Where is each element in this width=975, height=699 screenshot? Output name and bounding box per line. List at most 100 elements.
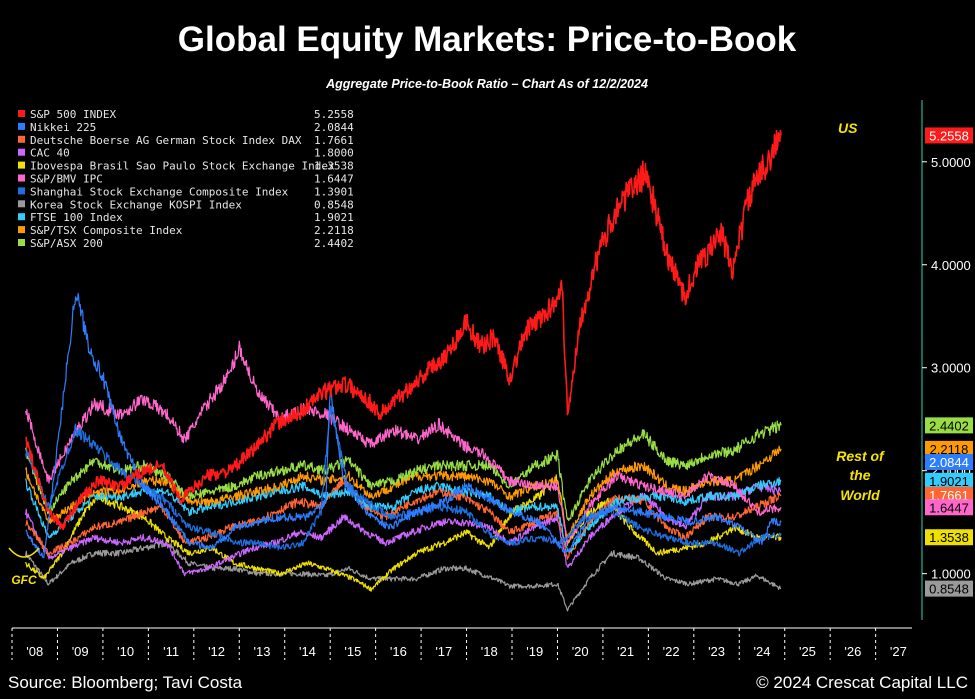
legend-series-name: CAC 40 (30, 147, 70, 160)
value-tag-label: 0.8548 (929, 582, 969, 597)
x-tick-label: '22 (663, 644, 680, 659)
legend-series-value: 2.2118 (314, 224, 354, 237)
chart-subtitle: Aggregate Price-to-Book Ratio – Chart As… (325, 77, 648, 91)
legend-swatch (18, 148, 25, 156)
legend-series-name: S&P 500 INDEX (30, 108, 116, 121)
value-tag-box (925, 499, 973, 516)
legend-series-value: 1.9021 (314, 211, 354, 224)
legend-series-name: Ibovespa Brasil Sao Paulo Stock Exchange… (30, 160, 335, 173)
x-tick-label: '13 (254, 644, 271, 659)
y-tick-label: 5.0000 (931, 155, 971, 170)
x-tick-label: '21 (617, 644, 634, 659)
x-tick-label: '17 (435, 644, 452, 659)
series-line (25, 482, 782, 577)
legend-series-value: 5.2558 (314, 108, 354, 121)
series-lines (24, 129, 782, 612)
legend-box (12, 107, 362, 262)
annotation-rest-line2: the (850, 467, 871, 483)
y-tick-label: 3.0000 (931, 361, 971, 376)
value-tag-box (925, 417, 973, 434)
x-tick-label: '23 (708, 644, 725, 659)
legend-series-value: 2.0844 (314, 121, 354, 134)
legend-series-value: 1.7661 (314, 134, 354, 147)
value-tag-label: 1.6447 (929, 500, 969, 515)
x-tick-label: '24 (754, 644, 771, 659)
x-tick-dividers (11, 628, 877, 660)
legend-series-value: 1.6447 (314, 173, 354, 186)
legend: S&P 500 INDEX 5.2558 Nikkei 225 2.0844 Deuts… (12, 107, 362, 262)
legend-swatch (18, 226, 25, 234)
value-tag-label: 1.3538 (929, 530, 969, 545)
x-tick-label: '27 (890, 644, 907, 659)
series-line (25, 474, 782, 592)
source-note: Source: Bloomberg; Tavi Costa (8, 673, 243, 692)
legend-series-value: 2.4402 (314, 237, 354, 250)
legend-series-name: Korea Stock Exchange KOSPI Index (30, 198, 242, 211)
y-tick-label: 4.0000 (931, 258, 971, 273)
value-tag-label: 5.2558 (929, 128, 969, 143)
annotation-rest-line3: World (840, 487, 880, 503)
x-tick-label: '10 (117, 644, 134, 659)
legend-swatch (18, 187, 25, 195)
legend-series-name: Shanghai Stock Exchange Composite Index (30, 185, 289, 198)
legend-series-name: S&P/BMV IPC (30, 173, 103, 186)
annotation-gfc: GFC (11, 573, 37, 587)
x-tick-label: '19 (526, 644, 543, 659)
series-line (25, 292, 782, 559)
legend-swatch (18, 122, 25, 130)
value-tag-box (925, 486, 973, 503)
legend-swatch (18, 200, 25, 208)
legend-series-name: S&P/TSX Composite Index (30, 224, 183, 237)
legend-series-value: 0.8548 (314, 198, 354, 211)
x-tick-label: '11 (163, 644, 179, 659)
legend-series-value: 1.3901 (314, 185, 354, 198)
value-tag-label: 1.7661 (929, 488, 969, 503)
x-tick-label: '18 (481, 644, 498, 659)
series-line (25, 539, 782, 612)
legend-series-value: 1.3538 (314, 160, 354, 173)
x-tick-label: '25 (799, 644, 816, 659)
legend-swatch (18, 174, 25, 182)
annotation-us: US (838, 120, 858, 136)
value-tag-label: 1.9021 (929, 474, 969, 489)
legend-swatch (18, 135, 25, 143)
chart-title: Global Equity Markets: Price-to-Book (178, 20, 797, 59)
copyright-note: © 2024 Crescat Capital LLC (756, 673, 968, 692)
x-tick-label: '12 (208, 644, 225, 659)
legend-series-value: 1.8000 (314, 147, 354, 160)
x-axis: '08 '09 '10 '11 '12 '13 '14 '15 '16 '17 '18 '19 '20 '… (26, 644, 907, 659)
legend-series-name: Deutsche Boerse AG German Stock Index DA… (30, 134, 302, 147)
legend-series-name: S&P/ASX 200 (30, 237, 103, 250)
value-tag-box (925, 472, 973, 489)
x-tick-label: '14 (299, 644, 316, 659)
x-tick-label: '16 (390, 644, 407, 659)
value-tag-label: 2.2118 (930, 442, 969, 457)
legend-swatch (18, 213, 25, 221)
gfc-bracket (8, 547, 40, 558)
legend-series-name: Nikkei 225 (30, 121, 96, 134)
series-line (24, 129, 782, 531)
x-tick-label: '08 (26, 644, 43, 659)
value-tag-box (925, 529, 973, 546)
x-tick-label: '20 (572, 644, 589, 659)
series-line (25, 340, 782, 546)
annotation-rest-line1: Rest of (836, 448, 885, 464)
value-tag-box (925, 127, 973, 144)
value-tag-box (925, 440, 973, 457)
x-tick-label: '26 (844, 644, 861, 659)
value-tag-box (925, 580, 973, 597)
legend-swatch (18, 161, 25, 169)
value-tag-box (925, 454, 973, 471)
x-tick-label: '09 (72, 644, 89, 659)
legend-swatch (18, 239, 25, 246)
value-tag-label: 2.4402 (929, 418, 969, 433)
y-tick-label: 1.0000 (931, 567, 971, 582)
legend-swatch (18, 110, 25, 117)
series-line (25, 420, 782, 522)
series-line (25, 445, 782, 538)
legend-series-name: FTSE 100 Index (30, 211, 123, 224)
annotations: US Rest of the World GFC (8, 120, 885, 587)
